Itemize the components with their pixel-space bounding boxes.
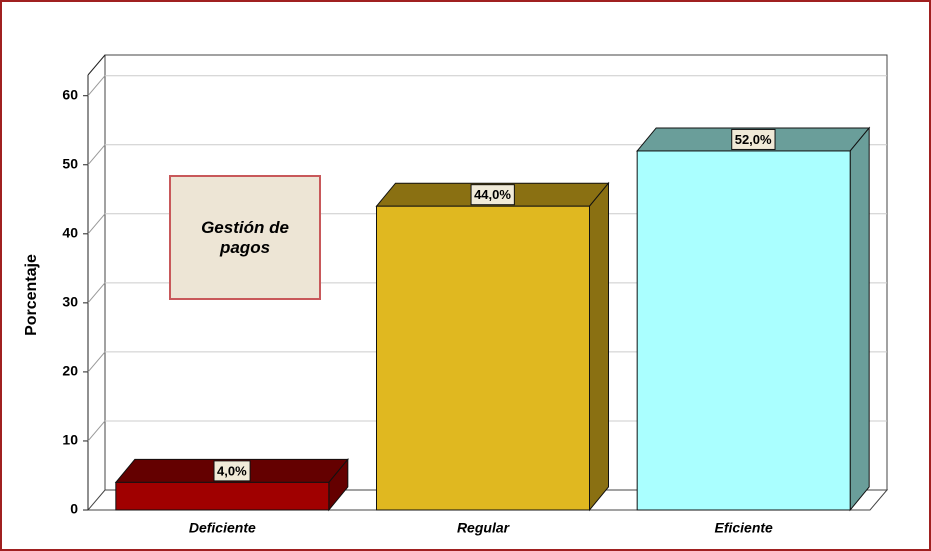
left-wall-top	[87, 54, 106, 76]
grid-line	[87, 75, 106, 97]
grid-line	[87, 282, 106, 304]
value-label: 44,0%	[474, 187, 511, 202]
bar	[115, 481, 330, 511]
bar-side	[589, 181, 609, 512]
value-label: 4,0%	[217, 463, 247, 478]
y-tick-label: 60	[62, 86, 78, 102]
bar	[636, 150, 851, 511]
y-axis-title: Porcentaje	[23, 254, 40, 336]
grid-line	[87, 420, 106, 442]
value-label-box	[213, 460, 251, 482]
x-tick-label: Regular	[457, 520, 511, 536]
value-label: 52,0%	[735, 132, 772, 147]
y-tick-label: 20	[62, 363, 78, 379]
y-tick-label: 50	[62, 155, 78, 171]
y-tick-label: 10	[62, 432, 78, 448]
grid-line	[87, 351, 106, 373]
value-label-box	[470, 184, 515, 206]
legend-title: Gestión de pagos	[169, 175, 321, 300]
y-tick-label: 40	[62, 225, 78, 241]
bar	[376, 205, 590, 511]
x-tick-label: Deficiente	[189, 520, 256, 536]
y-tick-label: 0	[70, 501, 78, 517]
y-tick-label: 30	[62, 294, 78, 310]
x-tick-label: Eficiente	[714, 520, 773, 536]
value-label-box	[731, 128, 776, 150]
bar-side	[849, 126, 870, 512]
grid-line	[87, 144, 106, 166]
grid-line	[87, 213, 106, 235]
